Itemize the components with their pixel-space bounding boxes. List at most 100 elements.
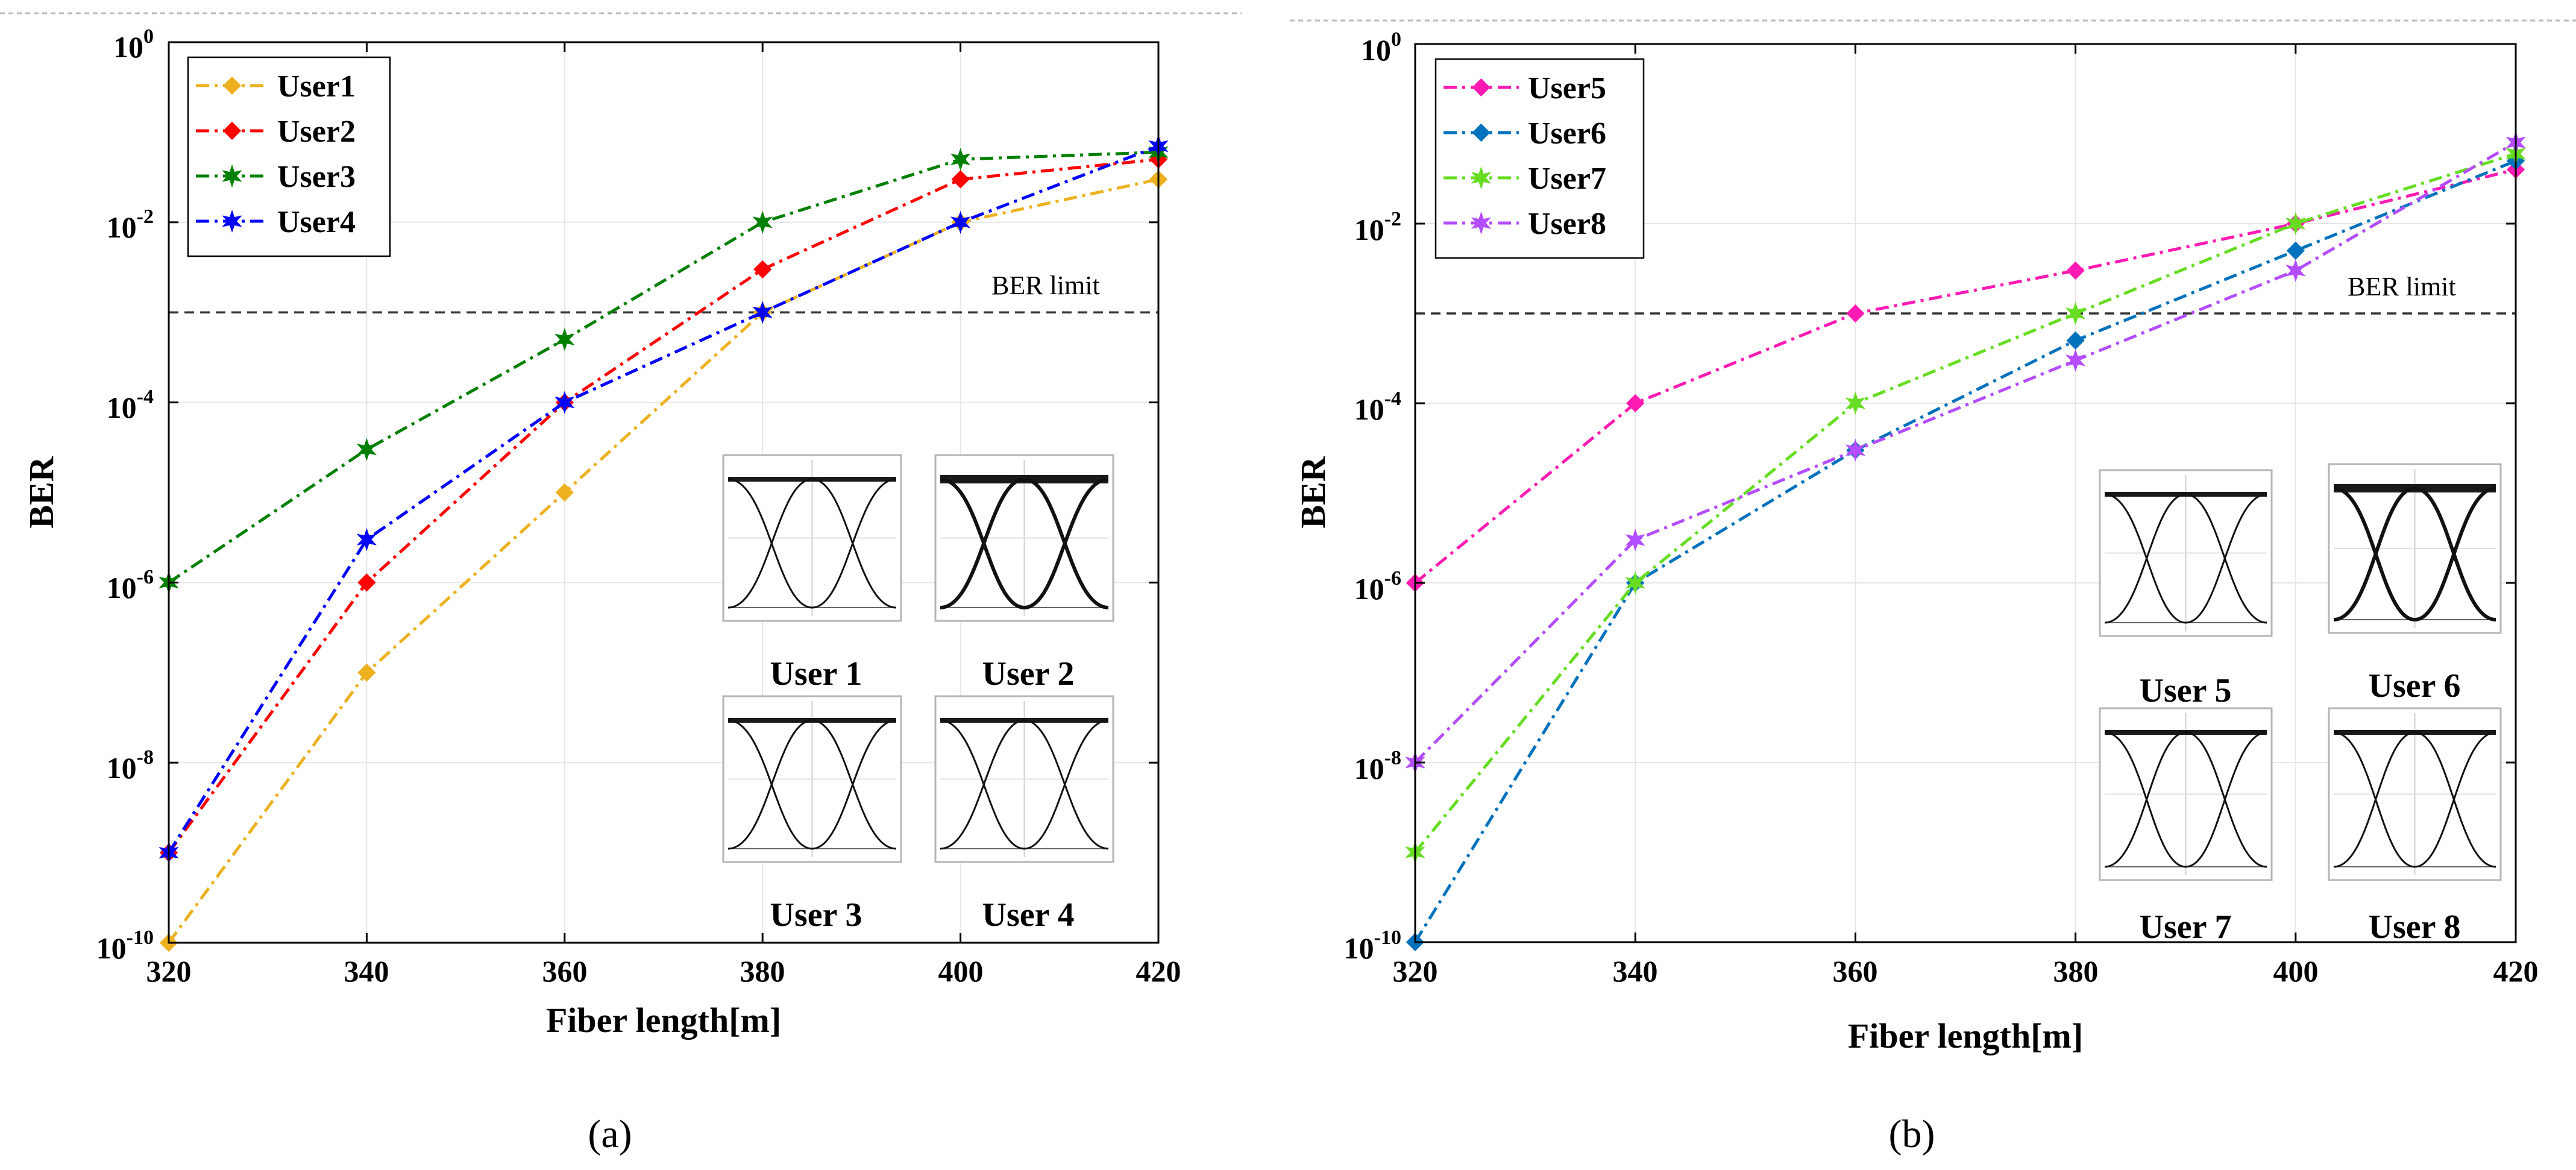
- eye-diagram-inset-b: [2099, 463, 2502, 881]
- eye-labels-b: User 5 User 6 User 7 User 8: [2140, 667, 2461, 946]
- data-point: [222, 121, 242, 140]
- data-point: [554, 391, 575, 414]
- legend-box: [1434, 58, 1645, 259]
- data-point: [2065, 301, 2086, 326]
- x-tick-label: 420: [1136, 954, 1181, 988]
- legend-label: User8: [1528, 207, 1606, 241]
- eye-diagram: [722, 454, 902, 622]
- data-point: [1471, 211, 1492, 235]
- eye-diagram: [2328, 463, 2502, 634]
- eye-diagram: [934, 454, 1114, 622]
- data-point: [2285, 259, 2306, 283]
- x-axis-label-a: Fiber length[m]: [546, 1001, 781, 1040]
- plot-frame-a: [168, 41, 1160, 944]
- ber-limit-label-b: BER limit: [2348, 272, 2456, 301]
- y-tick-label: 10-2: [107, 206, 154, 244]
- x-tick-label: 320: [1393, 954, 1438, 988]
- legend-samples-b: [1444, 78, 1519, 235]
- series-line: [168, 151, 1159, 584]
- data-point: [1625, 571, 1645, 595]
- data-point: [356, 438, 377, 461]
- legend-box: [187, 56, 391, 257]
- caption-a: (a): [588, 1112, 632, 1156]
- eye-label: User 2: [982, 655, 1075, 693]
- series-user7: [1405, 142, 2526, 864]
- data-point: [2066, 331, 2085, 350]
- series-line: [167, 157, 1159, 854]
- data-point: [1845, 391, 1866, 415]
- data-point: [357, 573, 376, 592]
- data-point: [222, 164, 242, 188]
- data-point: [1472, 78, 1491, 97]
- y-tick-label: 10-4: [1354, 388, 1401, 426]
- eye-diagram: [2328, 707, 2502, 881]
- plot-frame-b: [1414, 43, 2517, 943]
- chart-panel-b: 10-10 10-8 10-6 10-4 10-2 100 320 340 36…: [1293, 28, 2539, 1156]
- data-point: [1626, 394, 1645, 413]
- eye-diagram: [2099, 707, 2273, 881]
- data-point: [222, 209, 242, 233]
- x-tick-label: 420: [2493, 954, 2539, 988]
- data-point: [950, 148, 971, 171]
- data-point: [1845, 438, 1866, 462]
- data-point: [1472, 123, 1491, 142]
- eye-labels-a: User 1 User 2 User 3 User 4: [770, 655, 1075, 934]
- series-line: [1413, 159, 2516, 943]
- data-point: [752, 301, 773, 324]
- data-point: [1471, 166, 1492, 190]
- series-line: [167, 178, 1159, 944]
- eye-diagram-inset-a: [722, 454, 1114, 863]
- x-tick-labels-b: 320 340 360 380 400 420: [1393, 954, 2539, 988]
- series-line: [1414, 168, 2516, 584]
- series-line: [1414, 141, 2517, 764]
- data-point: [951, 170, 970, 189]
- eye-label: User 8: [2369, 908, 2461, 946]
- x-tick-label: 360: [1833, 954, 1878, 988]
- data-point: [752, 210, 773, 234]
- series-line: [1414, 152, 2516, 854]
- data-point: [2066, 261, 2085, 280]
- y-tick-label: 10-2: [1354, 208, 1401, 247]
- legend-b: User5 User6 User7 User8: [1434, 58, 1645, 259]
- y-tick-label: 10-6: [107, 566, 154, 605]
- y-axis-label-b: BER: [1293, 456, 1333, 528]
- data-point: [1625, 528, 1645, 552]
- eye-label: User 6: [2369, 667, 2461, 705]
- x-tick-label: 380: [2053, 954, 2099, 988]
- y-tick-label: 10-10: [1344, 926, 1401, 965]
- tick-marks-a: [168, 41, 1160, 944]
- x-axis-label-b: Fiber length[m]: [1848, 1016, 2083, 1055]
- chart-panel-a: 10-10 10-8 10-6 10-4 10-2 100 320 340 36…: [22, 25, 1181, 1156]
- eye-label: User 7: [2140, 908, 2232, 946]
- data-point: [357, 663, 376, 682]
- data-point: [555, 483, 574, 502]
- y-axis-label-a: BER: [22, 456, 61, 528]
- legend-label: User1: [277, 69, 356, 104]
- y-tick-labels-b: 10-10 10-8 10-6 10-4 10-2 100: [1344, 28, 1401, 965]
- data-point: [1846, 304, 1865, 323]
- legend-label: User3: [277, 160, 356, 194]
- x-tick-label: 400: [938, 954, 984, 988]
- x-tick-labels-a: 320 340 360 380 400 420: [146, 954, 1181, 988]
- legend-label: User6: [1528, 116, 1606, 151]
- y-tick-label: 10-6: [1354, 567, 1401, 606]
- legend-samples-a: [196, 76, 268, 233]
- y-tick-label: 10-4: [107, 386, 154, 424]
- x-tick-label: 340: [1613, 954, 1658, 988]
- data-point: [2286, 241, 2305, 260]
- y-tick-labels-a: 10-10 10-8 10-6 10-4 10-2 100: [96, 25, 154, 965]
- data-point: [222, 76, 242, 95]
- tick-marks-b: [1414, 43, 2517, 943]
- x-tick-label: 320: [146, 954, 192, 988]
- x-tick-label: 340: [344, 954, 389, 988]
- eye-diagram: [934, 695, 1114, 863]
- eye-diagram: [722, 695, 902, 863]
- x-tick-label: 380: [740, 954, 785, 988]
- legend-label: User2: [277, 115, 356, 149]
- eye-label: User 5: [2140, 672, 2232, 709]
- data-point: [2285, 212, 2306, 236]
- eye-label: User 4: [982, 896, 1075, 934]
- legend-a: User1 User2 User3 User4: [187, 56, 391, 257]
- x-tick-label: 400: [2273, 954, 2319, 988]
